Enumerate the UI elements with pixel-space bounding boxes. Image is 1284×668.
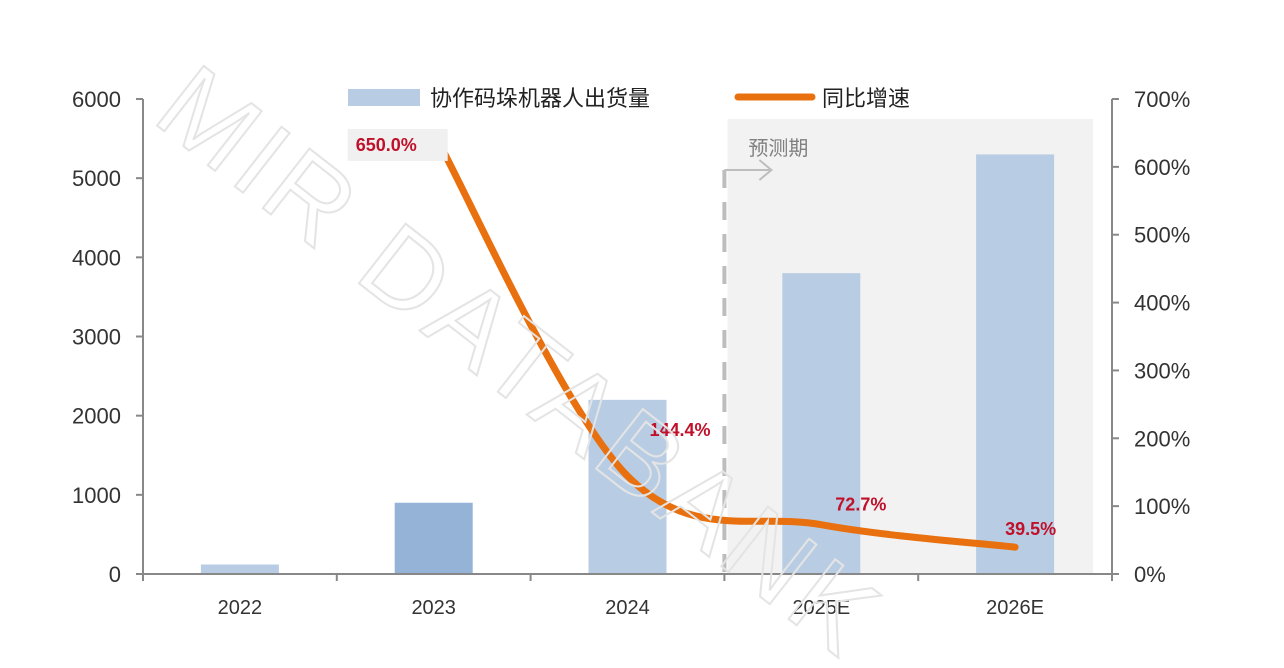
- right-tick-label: 100%: [1134, 494, 1190, 519]
- legend-bar-label: 协作码垛机器人出货量: [430, 87, 650, 112]
- x-tick-label: 2022: [218, 597, 263, 619]
- right-tick-label: 600%: [1134, 155, 1190, 180]
- left-tick-label: 6000: [72, 87, 121, 112]
- data-label-bg: [347, 128, 448, 161]
- legend-bar-swatch: [348, 89, 420, 106]
- left-tick-label: 5000: [72, 166, 121, 191]
- legend-line-label: 同比增速: [822, 87, 910, 112]
- right-tick-label: 300%: [1134, 358, 1190, 383]
- bar-2024: [588, 399, 667, 574]
- x-tick-label: 2024: [605, 597, 650, 619]
- data-label-2026E: 39.5%: [1005, 519, 1056, 539]
- left-tick-label: 1000: [72, 483, 121, 508]
- data-label-2025E: 72.7%: [835, 495, 886, 515]
- x-tick-label: 2023: [411, 597, 456, 619]
- right-tick-label: 200%: [1134, 426, 1190, 451]
- right-tick-label: 0%: [1134, 562, 1166, 587]
- data-label-2023: 650.0%: [356, 135, 417, 155]
- right-tick-label: 400%: [1134, 291, 1190, 316]
- x-tick-label: 2026E: [986, 597, 1044, 619]
- bar-2022: [200, 564, 279, 574]
- right-tick-label: 500%: [1134, 223, 1190, 248]
- left-tick-label: 2000: [72, 404, 121, 429]
- left-tick-label: 0: [109, 562, 121, 587]
- x-tick-label: 2025E: [792, 597, 850, 619]
- growth-rate-line: [430, 129, 1019, 551]
- right-tick-label: 700%: [1134, 87, 1190, 112]
- arrow-right-icon: [724, 159, 773, 181]
- bar-2023: [394, 502, 473, 574]
- data-label-2024: 144.4%: [650, 420, 711, 440]
- left-tick-label: 3000: [72, 325, 121, 350]
- left-tick-label: 4000: [72, 245, 121, 270]
- forecast-label: 预测期: [748, 136, 808, 160]
- bar-2026E: [976, 154, 1055, 574]
